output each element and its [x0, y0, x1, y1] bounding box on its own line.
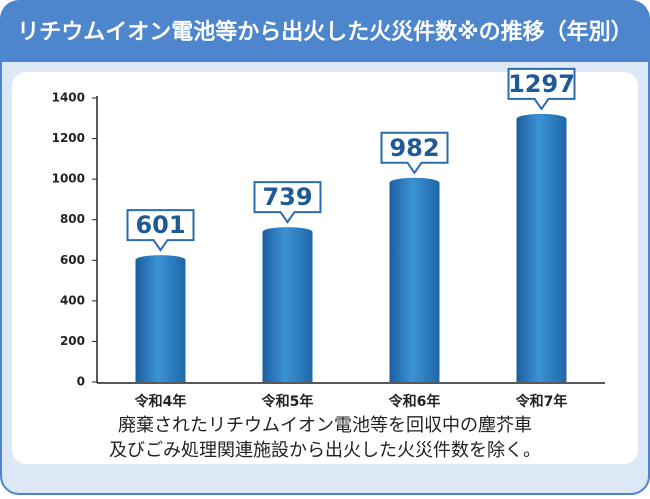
plot-area: 0 200 400 600 800 1000 1200 1400 令和4年 601 令和5年 739 令…	[52, 67, 576, 410]
value-callout	[253, 181, 322, 224]
value-callout	[507, 67, 576, 111]
y-tick-label: 200	[60, 334, 85, 348]
x-tick-label: 令和5年	[261, 393, 314, 410]
bar	[516, 113, 567, 382]
bar	[262, 227, 313, 382]
bar	[389, 177, 440, 382]
y-tick-label: 400	[60, 293, 85, 307]
footnote: 廃棄されたリチウムイオン電池等を回収中の塵芥車	[118, 415, 532, 436]
y-tick-label: 1000	[52, 172, 85, 186]
value-callout	[380, 131, 449, 175]
x-tick-label: 令和7年	[515, 393, 568, 410]
y-tick-label: 600	[60, 253, 85, 267]
footnote: 及びごみ処理関連施設から出火した火災件数を除く。	[109, 440, 541, 461]
value-callout	[126, 209, 195, 252]
y-tick-label: 1400	[52, 91, 85, 105]
y-tick-label: 1200	[52, 131, 85, 145]
y-tick-label: 0	[77, 375, 85, 389]
bar	[135, 255, 186, 382]
value-label: 982	[389, 134, 439, 162]
value-label: 1297	[508, 70, 575, 98]
chart-title: リチウムイオン電池等から出火した火災件数※の推移（年別）	[17, 19, 632, 45]
x-tick-label: 令和4年	[134, 393, 187, 410]
value-label: 739	[262, 183, 312, 211]
y-tick-label: 800	[60, 212, 85, 226]
x-tick-label: 令和6年	[388, 393, 441, 410]
header-band	[1, 1, 649, 62]
value-label: 601	[135, 211, 185, 239]
